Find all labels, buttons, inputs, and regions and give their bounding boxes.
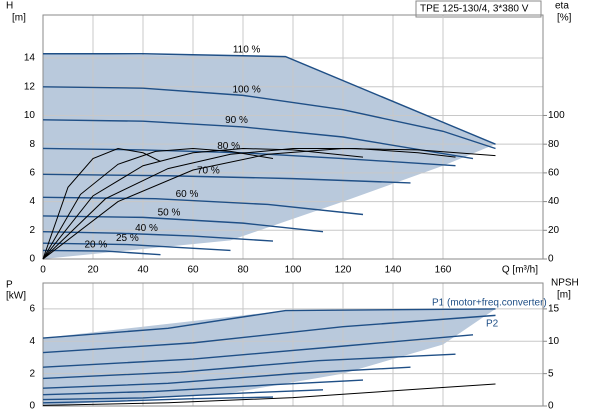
- y-label: H: [6, 1, 13, 12]
- y-tick-label: 10: [24, 110, 36, 121]
- y2-tick-label: 100: [548, 110, 565, 121]
- efficiency-curve: [42, 147, 274, 260]
- y-tick-label: 0: [29, 254, 35, 265]
- x-tick-label: 100: [285, 265, 302, 276]
- x-tick-label: 0: [40, 265, 46, 276]
- x-tick-label: 40: [137, 265, 149, 276]
- chart-title: TPE 125-130/4, 3*380 V: [420, 4, 529, 15]
- y-tick-label: 0: [29, 401, 35, 412]
- performance-curve: [42, 379, 364, 396]
- performance-curve: [42, 231, 274, 242]
- x-label: Q [m³/h]: [502, 265, 538, 276]
- performance-curve: [42, 215, 324, 233]
- y-label: P: [6, 280, 13, 291]
- y2-tick-label: 40: [548, 196, 560, 207]
- x-tick-label: 60: [187, 265, 199, 276]
- efficiency-curve: [42, 147, 496, 260]
- curve-label: 60 %: [176, 189, 199, 200]
- y2-tick-label: 10: [548, 336, 560, 347]
- performance-curve: [42, 366, 411, 389]
- curve-label: 50 %: [158, 208, 181, 219]
- performance-curve: [42, 249, 161, 256]
- performance-curve: [42, 308, 496, 339]
- y2-tick-label: 60: [548, 168, 560, 179]
- x-tick-label: 120: [335, 265, 352, 276]
- annotation: P1 (motor+freq.converter): [432, 298, 547, 309]
- curve-label: 25 %: [116, 233, 139, 244]
- y2-unit: [%]: [557, 13, 572, 24]
- y2-tick-label: 0: [548, 401, 554, 412]
- y-tick-label: 12: [24, 81, 36, 92]
- y2-label: eta: [555, 1, 569, 12]
- efficiency-curve: [42, 147, 161, 260]
- title-box: [415, 0, 542, 18]
- y-tick-label: 4: [29, 336, 35, 347]
- performance-curve: [42, 396, 274, 404]
- y-tick-label: 6: [29, 168, 35, 179]
- y-tick-label: 14: [24, 53, 36, 64]
- performance-curve: [42, 389, 324, 401]
- operating-region: [43, 53, 496, 259]
- curve-label: 70 %: [197, 165, 220, 176]
- efficiency-curve: [42, 383, 496, 406]
- performance-curve: [42, 196, 364, 216]
- performance-curve: [42, 314, 496, 354]
- curve-label: 80 %: [217, 141, 240, 152]
- y-tick-label: 2: [29, 225, 35, 236]
- curve-label: 110 %: [233, 44, 261, 55]
- operating-region: [43, 308, 496, 406]
- y-tick-label: 2: [29, 368, 35, 379]
- y-tick-label: 4: [29, 196, 35, 207]
- efficiency-curve: [42, 147, 456, 260]
- x-tick-label: 20: [87, 265, 99, 276]
- y2-tick-label: 0: [548, 254, 554, 265]
- performance-curve: [43, 53, 496, 145]
- performance-curve: [42, 173, 411, 184]
- y-unit: [m]: [12, 13, 26, 24]
- y-unit: [kW]: [6, 291, 26, 302]
- y-tick-label: 6: [29, 304, 35, 315]
- curve-label: 20 %: [84, 240, 107, 251]
- curve-label: 90 %: [225, 115, 248, 126]
- y2-label: NPSH: [551, 278, 579, 289]
- x-tick-label: 140: [385, 265, 402, 276]
- x-tick-label: 80: [237, 265, 249, 276]
- performance-curve: [42, 353, 456, 380]
- y2-tick-label: 5: [548, 368, 554, 379]
- annotation: P2: [486, 319, 499, 330]
- performance-curve: [42, 242, 231, 252]
- y2-tick-label: 20: [548, 225, 560, 236]
- curve-label: 40 %: [135, 223, 158, 234]
- performance-curve: [42, 119, 474, 160]
- x-tick-label: 160: [435, 265, 452, 276]
- performance-curve: [42, 86, 496, 150]
- y2-tick-label: 80: [548, 139, 560, 150]
- y2-tick-label: 15: [548, 304, 560, 315]
- plot-frame: [42, 14, 544, 260]
- efficiency-curve: [42, 147, 364, 260]
- y2-unit: [m]: [557, 290, 571, 301]
- plot-frame: [42, 282, 544, 407]
- curve-label: 100 %: [232, 85, 260, 96]
- performance-curve: [42, 334, 474, 368]
- y-tick-label: 8: [29, 139, 35, 150]
